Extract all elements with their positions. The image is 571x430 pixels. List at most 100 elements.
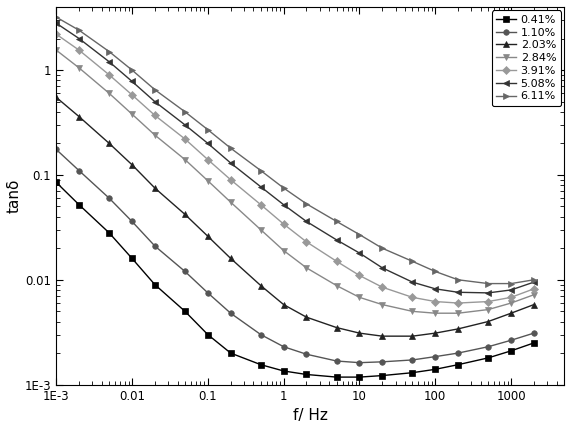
3.91% bbox=[227, 177, 234, 182]
0.41% bbox=[128, 256, 135, 261]
1.10% bbox=[485, 344, 492, 349]
3.91% bbox=[485, 299, 492, 304]
0.41% bbox=[356, 375, 363, 380]
3.91% bbox=[53, 31, 59, 37]
3.91% bbox=[530, 286, 537, 292]
5.08% bbox=[303, 219, 310, 224]
2.84% bbox=[258, 227, 264, 232]
Line: 2.84%: 2.84% bbox=[54, 47, 537, 316]
1.10% bbox=[151, 243, 158, 249]
1.10% bbox=[508, 338, 514, 343]
Legend: 0.41%, 1.10%, 2.03%, 2.84%, 3.91%, 5.08%, 6.11%: 0.41%, 1.10%, 2.03%, 2.84%, 3.91%, 5.08%… bbox=[492, 10, 561, 106]
3.91% bbox=[333, 259, 340, 264]
6.11% bbox=[455, 277, 461, 283]
1.10% bbox=[227, 310, 234, 316]
6.11% bbox=[485, 281, 492, 286]
6.11% bbox=[530, 277, 537, 283]
6.11% bbox=[204, 127, 211, 132]
0.41% bbox=[333, 375, 340, 380]
2.03% bbox=[182, 212, 188, 217]
6.11% bbox=[280, 185, 287, 190]
3.91% bbox=[432, 299, 439, 304]
6.11% bbox=[53, 15, 59, 20]
Line: 6.11%: 6.11% bbox=[54, 14, 537, 286]
5.08% bbox=[356, 250, 363, 255]
1.10% bbox=[258, 332, 264, 337]
2.84% bbox=[333, 283, 340, 288]
1.10% bbox=[128, 219, 135, 224]
3.91% bbox=[128, 92, 135, 98]
0.41% bbox=[303, 372, 310, 377]
6.11% bbox=[333, 219, 340, 224]
2.84% bbox=[455, 310, 461, 316]
1.10% bbox=[432, 354, 439, 359]
2.03% bbox=[303, 315, 310, 320]
1.10% bbox=[303, 352, 310, 357]
2.03% bbox=[227, 256, 234, 261]
0.41% bbox=[530, 340, 537, 345]
5.08% bbox=[258, 184, 264, 189]
2.84% bbox=[379, 302, 385, 307]
5.08% bbox=[508, 287, 514, 292]
6.11% bbox=[379, 246, 385, 251]
3.91% bbox=[75, 48, 82, 53]
1.10% bbox=[204, 290, 211, 295]
6.11% bbox=[356, 232, 363, 237]
6.11% bbox=[75, 28, 82, 33]
0.41% bbox=[53, 180, 59, 185]
0.41% bbox=[75, 202, 82, 207]
3.91% bbox=[204, 157, 211, 162]
2.03% bbox=[508, 310, 514, 316]
5.08% bbox=[379, 265, 385, 270]
6.11% bbox=[409, 259, 416, 264]
2.03% bbox=[75, 114, 82, 119]
0.41% bbox=[106, 230, 112, 236]
2.84% bbox=[530, 292, 537, 297]
2.03% bbox=[128, 162, 135, 167]
X-axis label: f/ Hz: f/ Hz bbox=[293, 408, 328, 423]
5.08% bbox=[106, 59, 112, 64]
5.08% bbox=[151, 99, 158, 104]
2.03% bbox=[204, 233, 211, 239]
5.08% bbox=[280, 202, 287, 207]
2.03% bbox=[409, 334, 416, 339]
3.91% bbox=[379, 285, 385, 290]
5.08% bbox=[227, 160, 234, 166]
2.03% bbox=[379, 334, 385, 339]
2.84% bbox=[303, 265, 310, 270]
2.03% bbox=[106, 141, 112, 146]
6.11% bbox=[151, 87, 158, 92]
5.08% bbox=[530, 280, 537, 285]
3.91% bbox=[508, 295, 514, 300]
3.91% bbox=[280, 221, 287, 227]
3.91% bbox=[258, 202, 264, 207]
1.10% bbox=[333, 359, 340, 364]
6.11% bbox=[508, 281, 514, 286]
0.41% bbox=[379, 373, 385, 378]
Line: 2.03%: 2.03% bbox=[54, 95, 537, 339]
2.03% bbox=[530, 302, 537, 307]
1.10% bbox=[182, 269, 188, 274]
2.84% bbox=[280, 248, 287, 253]
0.41% bbox=[508, 348, 514, 353]
6.11% bbox=[258, 168, 264, 173]
6.11% bbox=[128, 68, 135, 73]
3.91% bbox=[303, 239, 310, 244]
2.03% bbox=[432, 331, 439, 336]
1.10% bbox=[75, 168, 82, 173]
0.41% bbox=[280, 369, 287, 374]
0.41% bbox=[204, 332, 211, 337]
6.11% bbox=[432, 269, 439, 274]
2.03% bbox=[485, 319, 492, 324]
2.03% bbox=[151, 185, 158, 190]
Line: 0.41%: 0.41% bbox=[54, 180, 537, 380]
2.84% bbox=[409, 309, 416, 314]
2.03% bbox=[333, 325, 340, 330]
0.41% bbox=[258, 362, 264, 367]
0.41% bbox=[485, 355, 492, 360]
3.91% bbox=[409, 295, 416, 300]
3.91% bbox=[455, 301, 461, 306]
2.84% bbox=[75, 65, 82, 71]
2.03% bbox=[455, 326, 461, 332]
6.11% bbox=[182, 109, 188, 114]
